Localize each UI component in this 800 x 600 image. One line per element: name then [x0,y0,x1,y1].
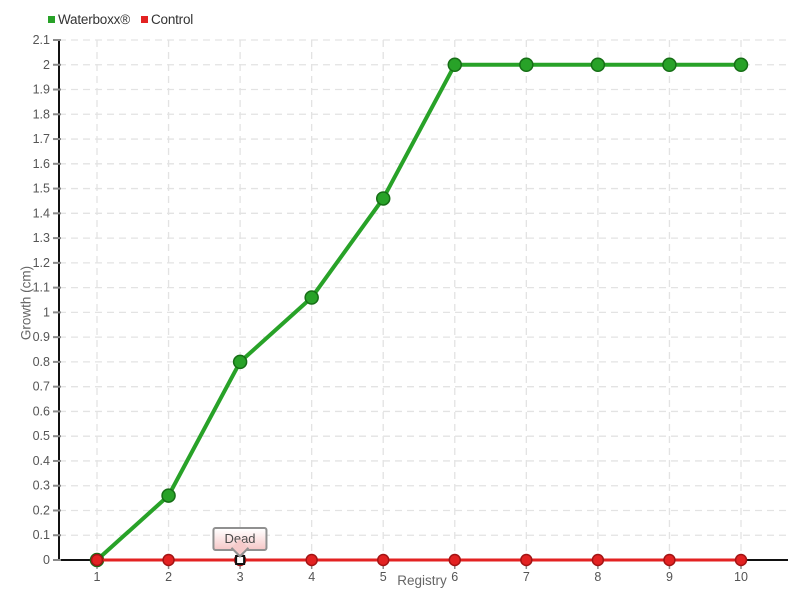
x-tick-label: 6 [451,570,458,584]
y-tick-label: 1.2 [33,256,50,270]
y-tick-label: 1.7 [33,132,50,146]
legend-item-control[interactable]: Control [140,12,194,27]
dead-tooltip: Dead [212,527,268,558]
control-swatch-icon [140,16,148,23]
y-tick-label: 0.7 [33,380,50,394]
data-point-waterboxx-4[interactable] [304,290,319,305]
x-tick-label: 10 [734,570,748,584]
legend-label-waterboxx: Waterboxx® [58,12,130,27]
y-tick-label: 0.5 [33,429,50,443]
data-point-control-10[interactable] [734,553,748,567]
data-point-waterboxx-7[interactable] [519,57,534,73]
data-point-control-7[interactable] [520,553,533,567]
data-point-control-4[interactable] [305,553,318,567]
data-point-waterboxx-3[interactable] [232,354,248,370]
data-point-waterboxx-2[interactable] [161,488,176,503]
y-tick-label: 0.2 [33,503,50,517]
data-point-control-6[interactable] [448,553,462,567]
data-point-control-9[interactable] [663,553,676,567]
x-tick-label: 4 [308,570,315,584]
data-point-waterboxx-8[interactable] [590,57,606,73]
legend: Waterboxx® Control [48,12,193,27]
y-tick-label: 0.9 [33,330,50,344]
waterboxx-swatch-icon [48,16,55,23]
x-tick-label: 7 [523,570,530,584]
y-tick-label: 0.1 [33,528,50,542]
data-point-waterboxx-5[interactable] [375,191,391,206]
x-axis-title: Registry [397,573,447,588]
y-tick-label: 2.1 [33,33,50,47]
dead-tooltip-text: Dead [224,531,255,546]
data-point-control-8[interactable] [591,553,605,567]
x-tick-label: 2 [165,570,172,584]
y-tick-label: 0.6 [33,404,50,418]
x-tick-label: 1 [94,570,101,584]
data-point-waterboxx-6[interactable] [447,57,463,73]
y-tick-label: 1.6 [33,157,50,171]
data-point-waterboxx-10[interactable] [733,57,749,73]
y-tick-label: 1.8 [33,107,50,121]
data-point-waterboxx-9[interactable] [662,57,677,73]
y-tick-label: 1.4 [33,206,50,220]
x-tick-label: 9 [666,570,673,584]
y-axis-title: Growth (cm) [18,265,34,341]
data-point-control-2[interactable] [162,553,175,567]
y-tick-label: 1.3 [33,231,50,245]
data-point-control-1[interactable] [90,553,104,567]
y-tick-label: 1 [43,305,50,319]
data-point-control-5[interactable] [376,553,390,567]
y-tick-label: 1.5 [33,182,50,196]
y-tick-label: 0 [43,553,50,567]
y-tick-label: 1.9 [33,83,50,97]
x-tick-label: 5 [380,570,387,584]
y-tick-label: 0.3 [33,479,50,493]
x-tick-label: 3 [237,570,244,584]
series-line-waterboxx [95,62,743,562]
y-tick-label: 2 [43,58,50,72]
x-tick-label: 8 [594,570,601,584]
y-tick-label: 0.4 [33,454,50,468]
y-tick-label: 1.1 [33,281,50,295]
legend-label-control: Control [150,12,194,27]
y-tick-label: 0.8 [33,355,50,369]
legend-item-waterboxx[interactable]: Waterboxx® [48,12,130,27]
